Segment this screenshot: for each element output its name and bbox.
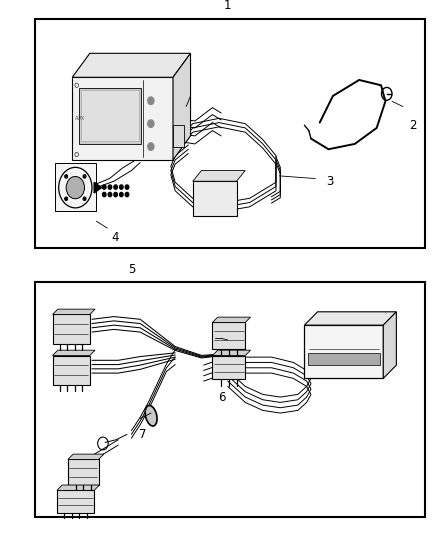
Bar — [81, 91, 139, 141]
Bar — [53, 356, 90, 385]
Circle shape — [114, 192, 117, 197]
Ellipse shape — [145, 406, 157, 426]
Bar — [79, 88, 141, 144]
Bar — [53, 314, 90, 344]
Text: 7: 7 — [139, 428, 147, 441]
Bar — [68, 459, 99, 485]
Bar — [193, 181, 237, 216]
Circle shape — [65, 175, 67, 178]
Bar — [35, 282, 425, 517]
Polygon shape — [212, 350, 251, 356]
Polygon shape — [173, 53, 191, 160]
Circle shape — [120, 185, 123, 189]
Bar — [55, 163, 96, 211]
Bar — [72, 77, 173, 160]
Circle shape — [114, 185, 117, 189]
Text: AUX: AUX — [74, 116, 85, 121]
Bar — [173, 125, 184, 147]
Polygon shape — [193, 171, 245, 181]
Circle shape — [148, 97, 154, 104]
Bar — [35, 19, 425, 248]
Polygon shape — [212, 317, 251, 322]
Circle shape — [65, 197, 67, 200]
Text: 1: 1 — [224, 0, 232, 12]
Circle shape — [108, 192, 112, 197]
Polygon shape — [68, 454, 104, 459]
Text: 2: 2 — [410, 119, 417, 132]
Circle shape — [66, 176, 85, 199]
Polygon shape — [53, 350, 95, 356]
Circle shape — [148, 143, 154, 150]
Circle shape — [83, 175, 86, 178]
Circle shape — [108, 185, 112, 189]
Bar — [212, 322, 245, 349]
Bar — [57, 490, 94, 513]
Circle shape — [125, 185, 129, 189]
Text: 5: 5 — [128, 263, 135, 276]
Circle shape — [148, 120, 154, 127]
Bar — [308, 353, 380, 365]
Text: 3: 3 — [326, 175, 334, 188]
Bar — [212, 356, 245, 379]
Circle shape — [125, 192, 129, 197]
Bar — [304, 325, 383, 378]
Text: 4: 4 — [112, 231, 119, 244]
Polygon shape — [72, 53, 191, 77]
Polygon shape — [94, 182, 102, 193]
Text: 6: 6 — [218, 391, 226, 403]
Circle shape — [120, 192, 123, 197]
Polygon shape — [383, 312, 396, 378]
Polygon shape — [57, 485, 99, 490]
Circle shape — [102, 185, 106, 189]
Polygon shape — [53, 309, 95, 314]
Circle shape — [83, 197, 86, 200]
Polygon shape — [304, 312, 396, 325]
Circle shape — [102, 192, 106, 197]
